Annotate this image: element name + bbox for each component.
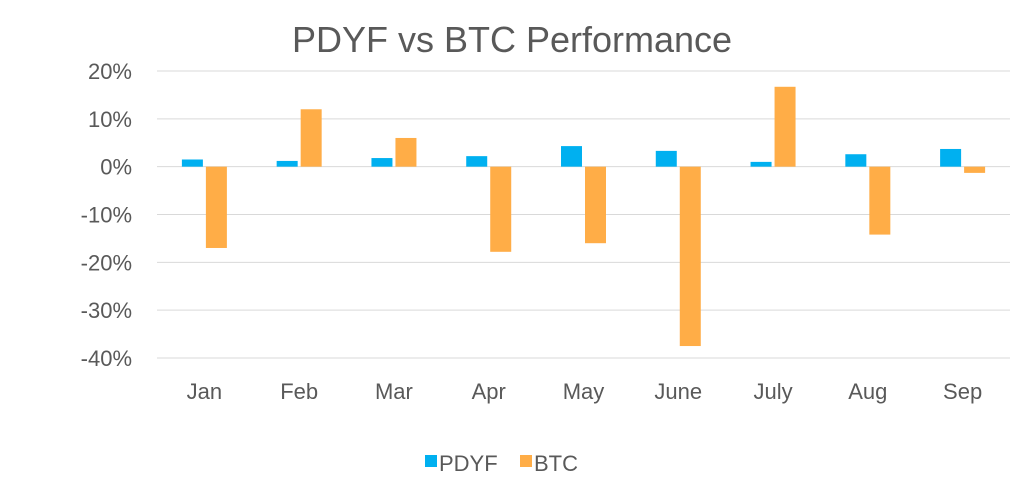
- legend: PDYF BTC: [425, 451, 578, 476]
- chart-title: PDYF vs BTC Performance: [292, 19, 732, 60]
- y-tick-label: 20%: [88, 59, 132, 84]
- bar-btc-july: [774, 86, 796, 167]
- x-tick-label: Jan: [187, 379, 222, 404]
- legend-label-btc: BTC: [534, 451, 578, 476]
- y-tick-label: -30%: [81, 298, 132, 323]
- legend-swatch-btc: [520, 455, 532, 467]
- x-tick-label: July: [753, 379, 792, 404]
- y-tick-label: -10%: [81, 203, 132, 228]
- y-tick-label: -20%: [81, 250, 132, 275]
- bar-btc-sep: [964, 166, 986, 173]
- legend-label-pdyf: PDYF: [439, 451, 498, 476]
- bar-pdyf-june: [655, 150, 677, 167]
- y-tick-label: -40%: [81, 346, 132, 371]
- gridlines: [157, 70, 1010, 359]
- legend-swatch-pdyf: [425, 455, 437, 467]
- bars: [181, 86, 986, 347]
- x-tick-label: Mar: [375, 379, 413, 404]
- x-tick-label: June: [654, 379, 702, 404]
- x-tick-label: Sep: [943, 379, 982, 404]
- x-tick-label: May: [563, 379, 605, 404]
- x-tick-label: Feb: [280, 379, 318, 404]
- bar-pdyf-sep: [940, 148, 962, 167]
- y-tick-label: 0%: [100, 155, 132, 180]
- bar-pdyf-apr: [466, 156, 488, 167]
- bar-btc-june: [679, 166, 701, 347]
- bar-pdyf-aug: [845, 154, 867, 167]
- bar-pdyf-jan: [181, 159, 203, 167]
- bar-pdyf-mar: [371, 158, 393, 167]
- bar-pdyf-may: [561, 146, 582, 167]
- bar-pdyf-feb: [276, 160, 298, 167]
- bar-btc-feb: [300, 109, 322, 167]
- x-tick-label: Apr: [472, 379, 506, 404]
- bar-btc-may: [585, 166, 606, 244]
- bar-btc-apr: [490, 166, 512, 252]
- y-tick-label: 10%: [88, 107, 132, 132]
- y-axis-ticks: 20% 10% 0% -10% -20% -30% -40%: [81, 59, 132, 371]
- bar-btc-jan: [205, 166, 227, 248]
- bar-pdyf-july: [750, 161, 772, 167]
- bar-btc-aug: [869, 166, 891, 235]
- x-axis-ticks: Jan Feb Mar Apr May June July Aug Sep: [187, 379, 983, 404]
- x-tick-label: Aug: [848, 379, 887, 404]
- bar-btc-mar: [395, 137, 417, 167]
